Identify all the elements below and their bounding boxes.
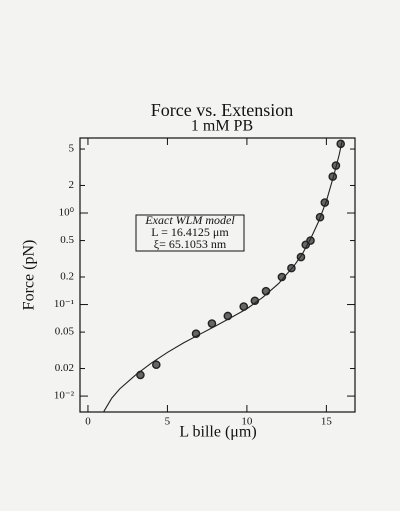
x-tick-label: 5 xyxy=(165,416,171,428)
annotation: L = 16.4125 μm xyxy=(151,225,229,239)
data-point xyxy=(207,319,217,328)
x-tick-label: 10 xyxy=(241,416,253,428)
x-axis-label: L bille (μm) xyxy=(179,424,256,441)
data-point xyxy=(136,370,145,380)
y-tick-label: 0.05 xyxy=(55,326,75,338)
annotation-box xyxy=(135,214,245,252)
annotation: ξ= 65.1053 nm xyxy=(154,237,227,251)
chart-title: Force vs. Extension xyxy=(151,100,293,120)
x-tick-label: 15 xyxy=(321,416,333,428)
chart-subtitle: 1 mM PB xyxy=(191,118,253,135)
annotation: Exact WLM model xyxy=(144,213,235,227)
y-tick-label: 0.5 xyxy=(60,234,74,246)
y-tick-label: 2 xyxy=(69,179,75,191)
fit-curve xyxy=(103,140,343,412)
y-tick-label: 10⁻¹ xyxy=(54,298,74,310)
data-point xyxy=(152,360,161,370)
y-tick-label: 5 xyxy=(69,143,75,155)
x-tick-label: 0 xyxy=(85,416,91,428)
plot-frame xyxy=(79,137,356,413)
data-point xyxy=(261,286,271,296)
y-tick-label: 0.2 xyxy=(60,271,74,283)
y-tick-label: 0.02 xyxy=(55,362,74,374)
y-tick-label: 10⁰ xyxy=(59,207,75,219)
y-axis-label: Force (pN) xyxy=(21,240,38,311)
y-tick-label: 10⁻² xyxy=(54,390,75,402)
